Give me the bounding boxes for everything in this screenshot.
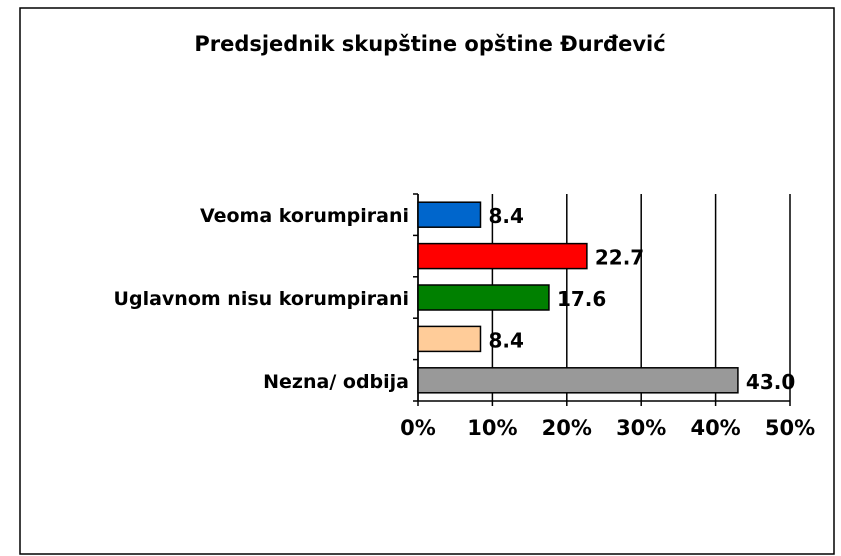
bar <box>417 284 550 311</box>
data-label: 22.7 <box>595 246 644 270</box>
bar <box>417 325 482 353</box>
chart-border <box>19 7 835 555</box>
x-tick-label: 20% <box>542 416 592 440</box>
x-tick-label: 30% <box>616 416 666 440</box>
y-tick-label: Veoma korumpirani <box>200 205 409 227</box>
bar <box>417 201 482 228</box>
data-label: 17.6 <box>557 287 606 311</box>
data-label: 8.4 <box>488 328 523 352</box>
y-tick-label: Uglavnom nisu korumpirani <box>114 288 409 310</box>
y-tick-label: Nezna/ odbija <box>263 371 409 393</box>
data-label: 43.0 <box>746 370 795 394</box>
bar <box>417 242 588 270</box>
bar <box>417 367 739 394</box>
chart-title: Predsjednik skupštine opštine Đurđević <box>194 32 665 56</box>
x-tick-label: 40% <box>690 416 740 440</box>
x-tick-label: 0% <box>400 416 436 440</box>
data-label: 8.4 <box>488 204 523 228</box>
x-tick-label: 50% <box>765 416 815 440</box>
x-tick-label: 10% <box>467 416 517 440</box>
